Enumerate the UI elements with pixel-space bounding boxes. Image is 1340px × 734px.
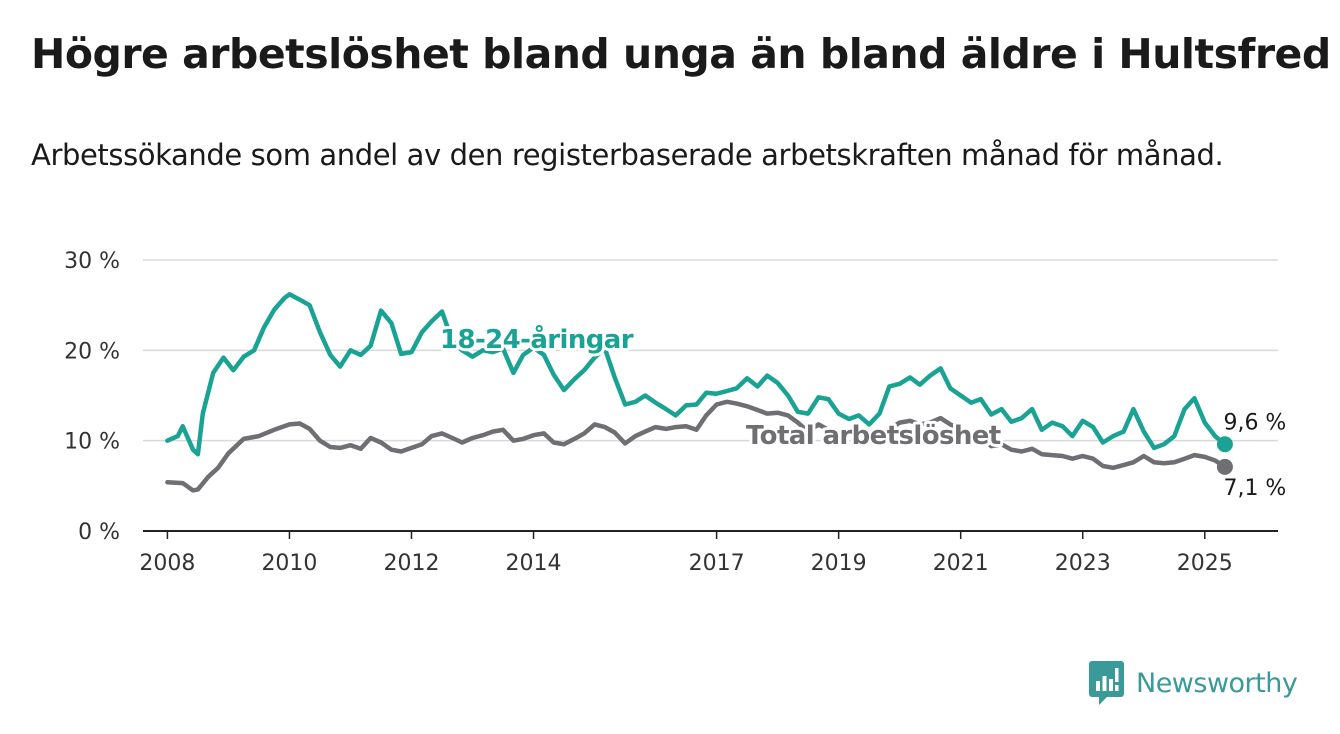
y-tick-label: 20 % (64, 339, 120, 364)
chart-title: Högre arbetslöshet bland unga än bland ä… (31, 30, 1331, 78)
line-chart: 0 % 10 % 20 % 30 % 2008 2010 2012 2014 2017 2019… (64, 249, 1286, 576)
y-axis-labels: 0 % 10 % 20 % 30 % (64, 249, 120, 545)
newsworthy-logo-icon (1089, 661, 1124, 705)
series-line (165, 292, 1228, 457)
end-value-total: 7,1 % (1223, 476, 1286, 501)
x-tick-label: 2025 (1177, 551, 1233, 576)
chart-subtitle: Arbetssökande som andel av den registerb… (31, 138, 1224, 172)
series-labels: 18-24-åringar Total arbetslöshet 9,6 % 7,1 … (437, 320, 1286, 501)
x-tick-label: 2021 (933, 551, 989, 576)
series-end-point (1216, 458, 1233, 475)
x-tick-label: 2012 (383, 551, 439, 576)
end-value-youth: 9,6 % (1223, 410, 1286, 435)
x-axis: 2008 2010 2012 2014 2017 2019 2021 2023 2025 (139, 530, 1278, 576)
newsworthy-logo: Newsworthy (1089, 660, 1298, 706)
x-tick-label: 2019 (811, 551, 867, 576)
y-tick-label: 30 % (64, 249, 120, 274)
x-tick-label: 2017 (689, 551, 745, 576)
series-end-point (1216, 436, 1233, 453)
series-line (165, 399, 1228, 493)
y-tick-label: 10 % (64, 430, 120, 455)
y-tick-label: 0 % (78, 520, 120, 545)
series-label-youth: 18-24-åringar (440, 323, 634, 355)
series-lines (165, 292, 1233, 493)
brand-name: Newsworthy (1136, 667, 1298, 699)
x-tick-label: 2014 (506, 551, 562, 576)
x-tick-label: 2010 (261, 551, 317, 576)
gridlines (143, 259, 1278, 442)
x-tick-label: 2008 (139, 551, 195, 576)
x-tick-label: 2023 (1055, 551, 1111, 576)
series-label-total: Total arbetslöshet (746, 421, 1001, 451)
